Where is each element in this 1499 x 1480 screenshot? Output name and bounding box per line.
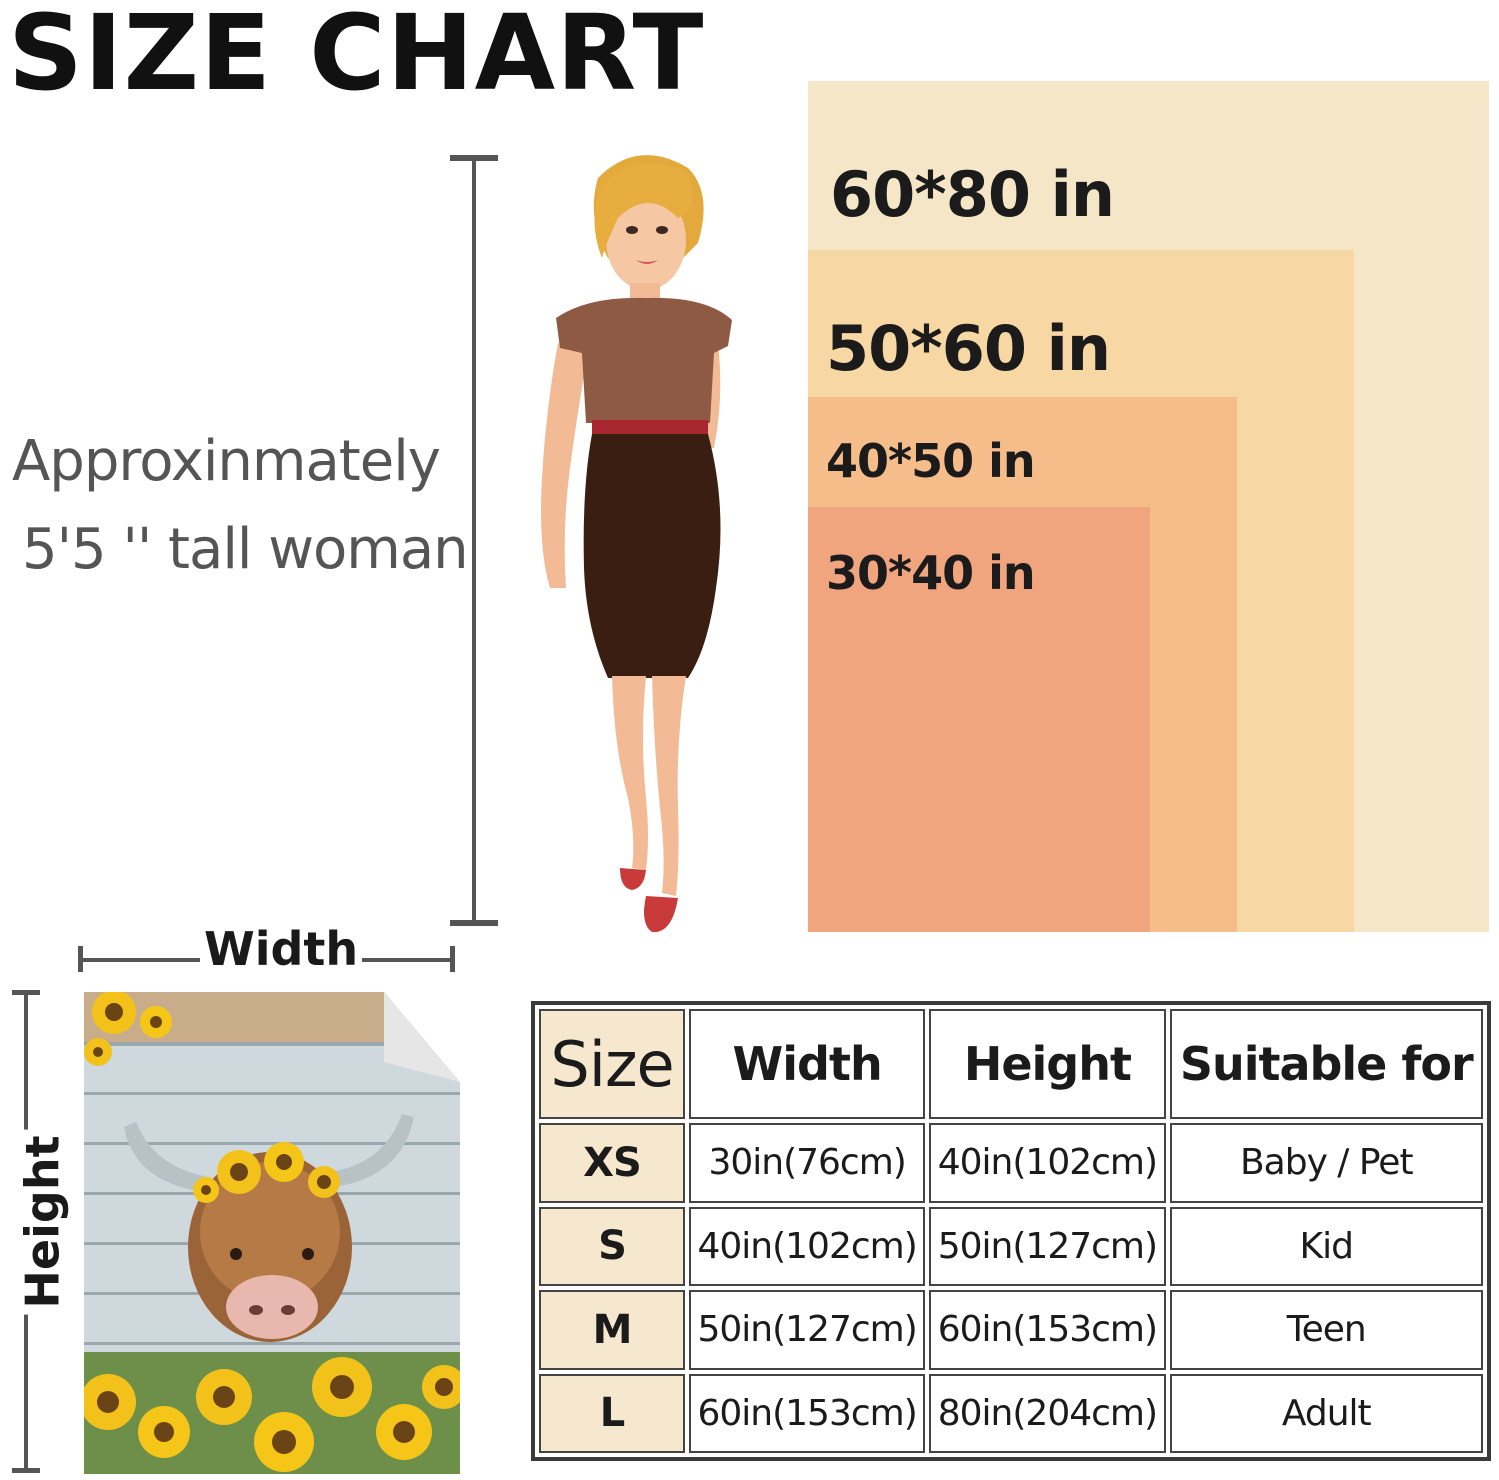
cell-height: 50in(127cm)	[929, 1206, 1166, 1286]
cell-size: S	[539, 1206, 685, 1286]
blanket-height-ruler-top-cap	[12, 990, 40, 995]
cell-suitable-for: Teen	[1169, 1290, 1483, 1370]
cell-suitable-for: Baby / Pet	[1169, 1123, 1483, 1203]
size-label-50x60: 50*60 in	[826, 312, 1111, 385]
size-table: Size Width Height Suitable for XS 30in(7…	[535, 1005, 1487, 1457]
table-row: M 50in(127cm) 60in(153cm) Teen	[539, 1290, 1483, 1370]
size-label-60x80: 60*80 in	[830, 158, 1115, 231]
header-width: Width	[689, 1009, 926, 1119]
width-ruler-left-cap	[78, 946, 83, 972]
size-label-40x50: 40*50 in	[826, 434, 1036, 488]
woman-height-caption: Approxinmately 5'5 '' tall woman	[12, 418, 469, 594]
height-ruler	[472, 156, 476, 924]
caption-line-2: 5'5 '' tall woman	[22, 517, 469, 582]
table-row: XS 30in(76cm) 40in(102cm) Baby / Pet	[539, 1123, 1483, 1203]
header-height: Height	[929, 1009, 1166, 1119]
height-ruler-top-cap	[450, 155, 498, 161]
cell-size: L	[539, 1373, 685, 1453]
cell-suitable-for: Adult	[1169, 1373, 1483, 1453]
width-label: Width	[200, 922, 363, 976]
height-label: Height	[15, 1129, 70, 1315]
header-suitable-for: Suitable for	[1169, 1009, 1483, 1119]
table-row: S 40in(102cm) 50in(127cm) Kid	[539, 1206, 1483, 1286]
woman-illustration	[541, 155, 732, 933]
blanket-illustration	[84, 992, 460, 1474]
cell-width: 60in(153cm)	[689, 1373, 926, 1453]
width-ruler-right-cap	[450, 946, 455, 972]
table-row: L 60in(153cm) 80in(204cm) Adult	[539, 1373, 1483, 1453]
cell-height: 60in(153cm)	[929, 1290, 1166, 1370]
cell-suitable-for: Kid	[1169, 1206, 1483, 1286]
cell-width: 50in(127cm)	[689, 1290, 926, 1370]
cell-height: 80in(204cm)	[929, 1373, 1166, 1453]
size-table-container: Size Width Height Suitable for XS 30in(7…	[531, 1001, 1491, 1461]
height-ruler-bottom-cap	[450, 920, 498, 926]
cell-width: 30in(76cm)	[689, 1123, 926, 1203]
header-size: Size	[539, 1009, 685, 1119]
table-header-row: Size Width Height Suitable for	[539, 1009, 1483, 1119]
page-title: SIZE CHART	[8, 0, 705, 114]
cell-size: XS	[539, 1123, 685, 1203]
cell-height: 40in(102cm)	[929, 1123, 1166, 1203]
size-label-30x40: 30*40 in	[826, 546, 1036, 600]
caption-line-1: Approxinmately	[12, 429, 441, 494]
size-square-30x40	[808, 507, 1150, 932]
blanket-height-ruler-bottom-cap	[12, 1468, 40, 1473]
cell-size: M	[539, 1290, 685, 1370]
cell-width: 40in(102cm)	[689, 1206, 926, 1286]
